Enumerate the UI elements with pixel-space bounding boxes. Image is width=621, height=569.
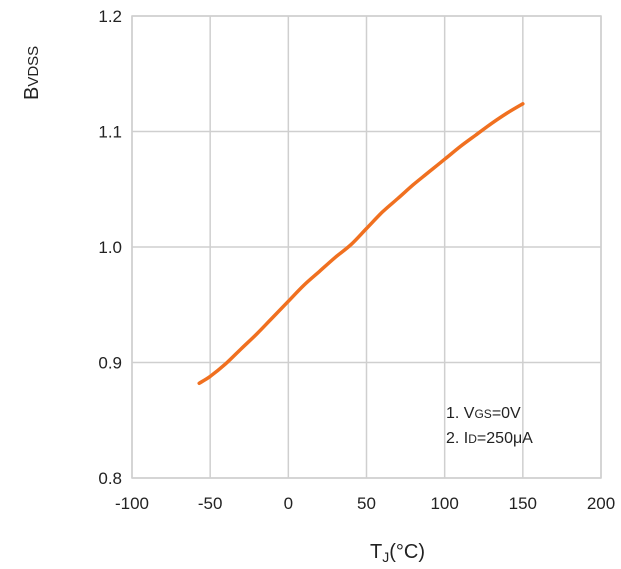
annotation-vgs: 1. VGS=0V (446, 405, 521, 422)
y-tick-label: 1.1 (98, 123, 122, 142)
y-tick-label: 1.2 (98, 7, 122, 26)
x-tick-label: 100 (430, 494, 458, 513)
x-tick-label: 0 (284, 494, 293, 513)
y-tick-labels: 0.8 0.9 1.0 1.1 1.2 (98, 7, 122, 488)
y-tick-label: 1.0 (98, 238, 122, 257)
annotation-id: 2. ID=250μA (446, 430, 533, 447)
x-tick-label: 200 (587, 494, 615, 513)
series-line (197, 102, 525, 386)
y-axis-title: BVDSS (21, 46, 43, 100)
x-tick-label: 150 (509, 494, 537, 513)
x-tick-label: 50 (357, 494, 376, 513)
series-layer (197, 102, 525, 386)
x-tick-label: -50 (198, 494, 223, 513)
y-tick-label: 0.9 (98, 354, 122, 373)
x-axis-title: TJ(°C) (370, 541, 425, 565)
plot-frame (131, 15, 602, 479)
grid (131, 15, 602, 479)
y-tick-label: 0.8 (98, 469, 122, 488)
x-tick-labels: -100 -50 0 50 100 150 200 (115, 494, 615, 513)
x-tick-label: -100 (115, 494, 149, 513)
